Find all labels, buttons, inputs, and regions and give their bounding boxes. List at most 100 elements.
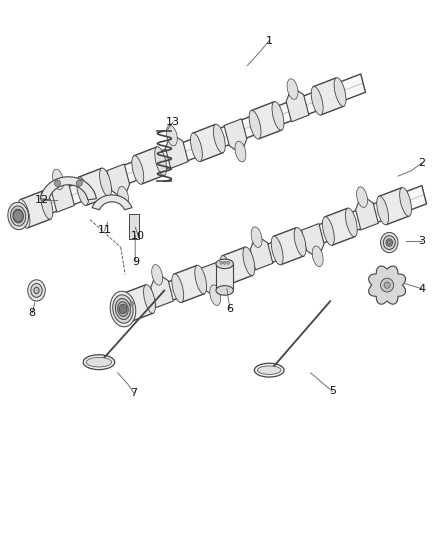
Text: 1: 1	[266, 36, 273, 45]
Ellipse shape	[249, 110, 261, 139]
Text: 9: 9	[132, 257, 140, 267]
Ellipse shape	[132, 156, 144, 184]
Polygon shape	[199, 262, 222, 296]
Text: 5: 5	[329, 386, 336, 397]
Ellipse shape	[113, 295, 133, 323]
Ellipse shape	[120, 305, 126, 313]
Polygon shape	[274, 228, 304, 265]
Ellipse shape	[86, 358, 112, 367]
Ellipse shape	[34, 287, 39, 294]
Polygon shape	[120, 185, 427, 318]
Ellipse shape	[243, 247, 255, 276]
Polygon shape	[166, 135, 188, 168]
Polygon shape	[301, 223, 324, 257]
Polygon shape	[92, 195, 132, 210]
Ellipse shape	[381, 278, 394, 292]
Ellipse shape	[357, 187, 367, 207]
Ellipse shape	[220, 261, 223, 264]
Polygon shape	[224, 119, 247, 152]
Ellipse shape	[28, 280, 45, 301]
Polygon shape	[286, 88, 309, 122]
Ellipse shape	[144, 285, 155, 313]
Ellipse shape	[118, 302, 128, 317]
Ellipse shape	[119, 304, 127, 314]
Ellipse shape	[334, 78, 346, 106]
Text: 8: 8	[28, 308, 35, 318]
Ellipse shape	[251, 227, 262, 247]
Ellipse shape	[110, 291, 136, 327]
Polygon shape	[40, 177, 96, 200]
Polygon shape	[52, 179, 74, 212]
Ellipse shape	[294, 228, 306, 256]
Ellipse shape	[8, 203, 28, 230]
Ellipse shape	[191, 133, 202, 161]
Ellipse shape	[311, 86, 323, 115]
Ellipse shape	[118, 187, 129, 207]
Ellipse shape	[155, 147, 166, 175]
Polygon shape	[356, 197, 378, 230]
Ellipse shape	[287, 79, 298, 99]
Ellipse shape	[130, 302, 134, 306]
Ellipse shape	[216, 259, 233, 269]
Polygon shape	[79, 168, 109, 205]
Text: 7: 7	[130, 388, 138, 398]
Polygon shape	[369, 266, 406, 304]
Ellipse shape	[41, 191, 53, 219]
Ellipse shape	[13, 209, 23, 223]
Ellipse shape	[31, 284, 42, 297]
Ellipse shape	[383, 236, 395, 249]
Ellipse shape	[76, 180, 82, 187]
Ellipse shape	[216, 286, 233, 295]
Polygon shape	[379, 188, 409, 225]
Ellipse shape	[13, 210, 23, 222]
Polygon shape	[134, 147, 164, 184]
Ellipse shape	[172, 274, 184, 303]
Ellipse shape	[346, 208, 357, 237]
Ellipse shape	[220, 256, 232, 284]
Text: 11: 11	[98, 225, 112, 236]
Ellipse shape	[16, 213, 21, 219]
Ellipse shape	[53, 169, 64, 190]
Polygon shape	[223, 247, 253, 284]
Polygon shape	[16, 74, 365, 225]
Text: 12: 12	[35, 195, 49, 205]
FancyBboxPatch shape	[129, 214, 139, 239]
Text: 4: 4	[418, 284, 426, 294]
Ellipse shape	[195, 265, 207, 294]
Ellipse shape	[210, 285, 221, 305]
Ellipse shape	[322, 217, 334, 245]
Polygon shape	[314, 78, 344, 115]
Polygon shape	[325, 208, 355, 245]
Ellipse shape	[235, 141, 246, 162]
Ellipse shape	[227, 261, 230, 264]
Ellipse shape	[381, 232, 398, 253]
Ellipse shape	[384, 282, 390, 288]
Ellipse shape	[271, 236, 283, 265]
Text: 2: 2	[418, 158, 426, 168]
Polygon shape	[251, 102, 282, 139]
Ellipse shape	[399, 188, 411, 216]
FancyBboxPatch shape	[216, 264, 233, 290]
Ellipse shape	[152, 264, 162, 285]
Text: 13: 13	[166, 117, 180, 127]
Ellipse shape	[120, 293, 132, 322]
Ellipse shape	[272, 102, 284, 130]
Polygon shape	[123, 285, 153, 322]
Ellipse shape	[258, 366, 281, 374]
Ellipse shape	[99, 168, 111, 197]
Ellipse shape	[77, 177, 88, 206]
Text: 3: 3	[419, 236, 426, 246]
Text: 10: 10	[131, 231, 145, 241]
Polygon shape	[193, 124, 223, 161]
Ellipse shape	[166, 125, 177, 146]
Ellipse shape	[83, 355, 115, 369]
Polygon shape	[107, 164, 130, 197]
Text: 6: 6	[226, 304, 233, 314]
Ellipse shape	[11, 206, 26, 226]
Ellipse shape	[223, 261, 226, 264]
Ellipse shape	[387, 240, 391, 245]
Ellipse shape	[54, 180, 60, 187]
Ellipse shape	[377, 196, 389, 225]
Polygon shape	[250, 237, 273, 270]
Polygon shape	[174, 265, 204, 302]
